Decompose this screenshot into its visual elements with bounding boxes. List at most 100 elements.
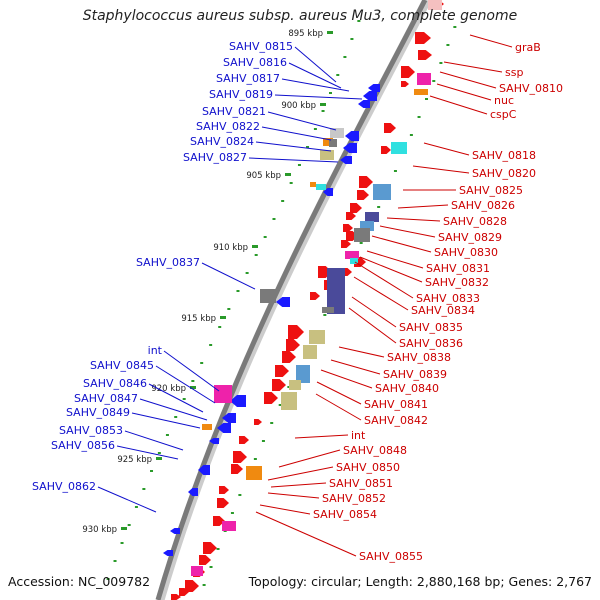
tick-inner — [227, 308, 231, 310]
red-gene-arrow — [217, 498, 229, 508]
tick-inner — [306, 146, 310, 148]
red-gene-arrow — [343, 224, 353, 232]
steel-blue-block — [373, 184, 391, 200]
blue-gene-arrow — [217, 423, 231, 433]
right-gene-label: SAHV_0818 — [472, 149, 536, 162]
right-gene-label: SAHV_0826 — [451, 199, 515, 212]
left-gene-label: SAHV_0862 — [32, 480, 96, 493]
left-gene-label: SAHV_0822 — [196, 120, 260, 133]
cyan-block — [316, 184, 326, 190]
blue-gene-arrow — [230, 395, 246, 407]
scale-label: 905 kbp — [246, 171, 281, 181]
blue-gene-arrow — [358, 100, 370, 108]
red-gene-arrow — [171, 594, 181, 600]
scale-label: 900 kbp — [281, 101, 316, 111]
left-leader-line — [116, 445, 179, 460]
olive-block — [309, 330, 325, 344]
right-gene-label: SAHV_0829 — [438, 231, 502, 244]
red-gene-arrow — [185, 580, 199, 592]
map-title: Staphylococcus aureus subsp. aureus Mu3,… — [82, 8, 518, 24]
left-leader-line — [274, 94, 363, 100]
red-gene-arrow — [233, 451, 247, 463]
tick-outer — [425, 98, 429, 100]
left-gene-label: SAHV_0817 — [216, 72, 280, 85]
tick-inner — [245, 272, 249, 274]
red-gene-arrow — [264, 392, 278, 404]
tick-inner — [150, 470, 154, 472]
red-gene-arrow — [415, 32, 431, 44]
left-leader-line — [281, 78, 350, 92]
right-gene-label: SAHV_0842 — [364, 414, 428, 427]
right-gene-label: SAHV_0832 — [425, 276, 489, 289]
tick-inner — [200, 362, 204, 364]
left-gene-label: SAHV_0845 — [90, 359, 154, 372]
olive-block — [289, 380, 301, 390]
red-gene-arrow — [288, 325, 304, 339]
right-gene-label: cspC — [490, 108, 517, 121]
right-gene-label: SAHV_0825 — [459, 184, 523, 197]
scale-label: 930 kbp — [82, 525, 117, 535]
left-gene-label: SAHV_0847 — [74, 392, 138, 405]
right-gene-label: SAHV_0828 — [443, 215, 507, 228]
right-leader-line — [259, 504, 311, 515]
right-gene-label: int — [351, 429, 366, 442]
cyan-block — [350, 258, 358, 264]
gray-block — [354, 228, 370, 242]
tick-inner — [313, 128, 317, 130]
blue-gene-arrow — [276, 297, 290, 307]
olive-block — [281, 392, 297, 410]
right-leader-line — [423, 142, 470, 156]
tick-inner — [289, 182, 293, 184]
tick-outer — [261, 440, 265, 442]
scale-tick — [252, 245, 258, 248]
tick-outer — [439, 62, 443, 64]
right-gene-label: SAHV_0836 — [399, 337, 463, 350]
red-gene-arrow — [286, 339, 300, 351]
blue-gene-arrow — [345, 131, 359, 141]
red-gene-arrow — [203, 542, 217, 554]
left-gene-label: SAHV_0856 — [51, 439, 115, 452]
scale-labels: 895 kbp 900 kbp 905 kbp 910 kbp 915 kbp 920 k… — [82, 29, 333, 535]
scale-tick — [320, 103, 326, 106]
tick-inner — [297, 164, 301, 166]
right-gene-label: SAHV_0831 — [426, 262, 490, 275]
gray-block — [260, 289, 276, 303]
left-leader-line — [267, 111, 337, 131]
right-leader-line — [371, 235, 432, 253]
right-gene-label: nuc — [494, 94, 514, 107]
tick-outer — [216, 548, 220, 550]
left-gene-label: SAHV_0824 — [190, 135, 254, 148]
right-leader-line — [366, 250, 424, 269]
red-gene-arrow — [272, 379, 286, 391]
right-leader-line — [267, 466, 334, 481]
tick-inner — [165, 434, 169, 436]
right-leader-line — [469, 34, 513, 48]
red-gene-arrow — [359, 176, 373, 188]
right-leader-line — [436, 83, 492, 101]
left-leader-line — [201, 262, 256, 290]
blue-gene-arrow — [163, 550, 173, 556]
scale-label: 910 kbp — [213, 243, 248, 253]
tick-inner — [127, 524, 131, 526]
tick-outer — [287, 386, 291, 388]
right-leader-line — [379, 225, 436, 238]
steel-blue-block — [296, 365, 310, 383]
red-gene-arrow — [275, 365, 289, 377]
orange-block — [310, 182, 316, 187]
steel-blue-block — [360, 221, 374, 231]
genome-backbone — [155, 0, 428, 600]
red-gene-arrow — [231, 464, 243, 474]
tick-inner — [157, 452, 161, 454]
left-leader-line — [97, 486, 157, 513]
gray-block — [322, 307, 334, 313]
tick-inner — [182, 398, 186, 400]
scale-tick — [156, 457, 162, 460]
blue-gene-arrow — [188, 488, 198, 496]
accession-text: Accession: NC_009782 — [8, 574, 151, 589]
red-gene-arrow — [357, 190, 369, 200]
tick-outer — [278, 404, 282, 406]
right-leader-line — [330, 359, 381, 375]
right-gene-label: SAHV_0848 — [343, 444, 407, 457]
